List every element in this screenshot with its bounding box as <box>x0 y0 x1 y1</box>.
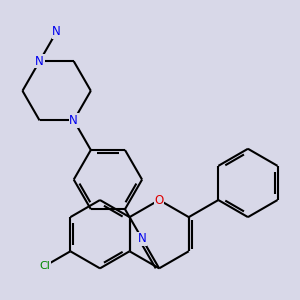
Text: N: N <box>35 55 44 68</box>
Text: O: O <box>154 194 164 206</box>
Text: Cl: Cl <box>40 261 51 271</box>
Text: N: N <box>138 232 146 245</box>
Text: N: N <box>69 114 78 127</box>
Text: N: N <box>52 25 61 38</box>
